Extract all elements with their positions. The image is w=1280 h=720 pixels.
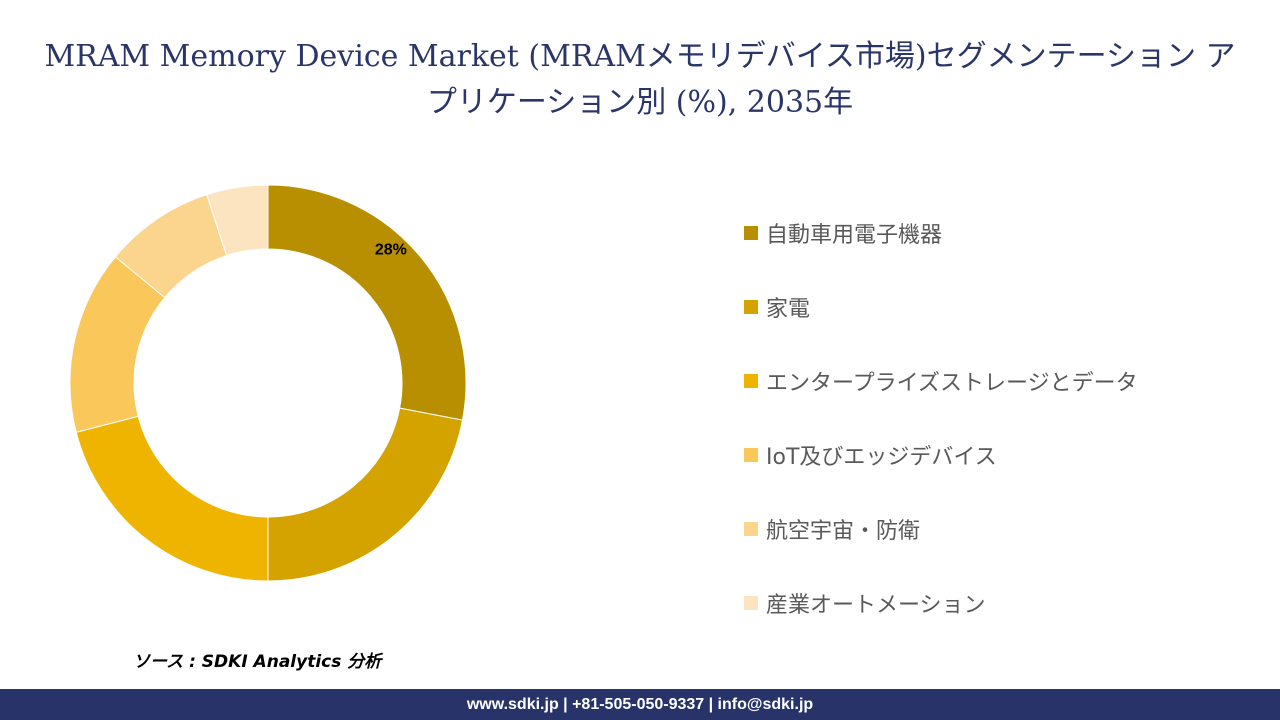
legend-item-4: IoT及びエッジデバイス: [744, 418, 1264, 492]
legend-swatch: [744, 226, 758, 240]
chart-legend: 自動車用電子機器 家電エンタープライズストレージとデータ IoT及びエッジデバイス航…: [744, 196, 1264, 640]
footer-contact: www.sdki.jp | +81-505-050-9337 | info@sd…: [466, 695, 814, 713]
legend-label: 産業オートメーション: [766, 593, 986, 618]
chart-title: MRAM Memory Device Market (MRAMメモリデバイス市場…: [44, 39, 1236, 120]
footer-bar: www.sdki.jp | +81-505-050-9337 | info@sd…: [0, 689, 1280, 720]
legend-item-6: 産業オートメーション: [744, 566, 1264, 640]
legend-swatch: [744, 596, 758, 610]
legend-swatch: [744, 522, 758, 536]
legend-label: 家電: [766, 297, 811, 322]
legend-label: IoT及びエッジデバイス: [766, 445, 997, 470]
donut-slice-3: [75, 415, 269, 582]
legend-swatch: [744, 448, 758, 462]
donut-data-labels: 28%: [375, 241, 407, 258]
donut-slice-6: [206, 184, 269, 257]
donut-slices: [69, 184, 467, 582]
legend-item-1: 自動車用電子機器: [744, 196, 1264, 270]
legend-item-2: 家電: [744, 270, 1264, 344]
data-label-1: 28%: [375, 241, 407, 258]
legend-item-3: エンタープライズストレージとデータ: [744, 344, 1264, 418]
donut-slice-1: [267, 184, 467, 421]
legend-swatch: [744, 300, 758, 314]
legend-label: 航空宇宙・防衛: [766, 519, 921, 544]
donut-slice-2: [267, 407, 464, 582]
legend-item-5: 航空宇宙・防衛: [744, 492, 1264, 566]
legend-swatch: [744, 374, 758, 388]
legend-label: エンタープライズストレージとデータ: [766, 371, 1138, 396]
legend-label: 自動車用電子機器: [766, 223, 943, 248]
source-note: ソース : SDKI Analytics 分析: [133, 652, 382, 672]
